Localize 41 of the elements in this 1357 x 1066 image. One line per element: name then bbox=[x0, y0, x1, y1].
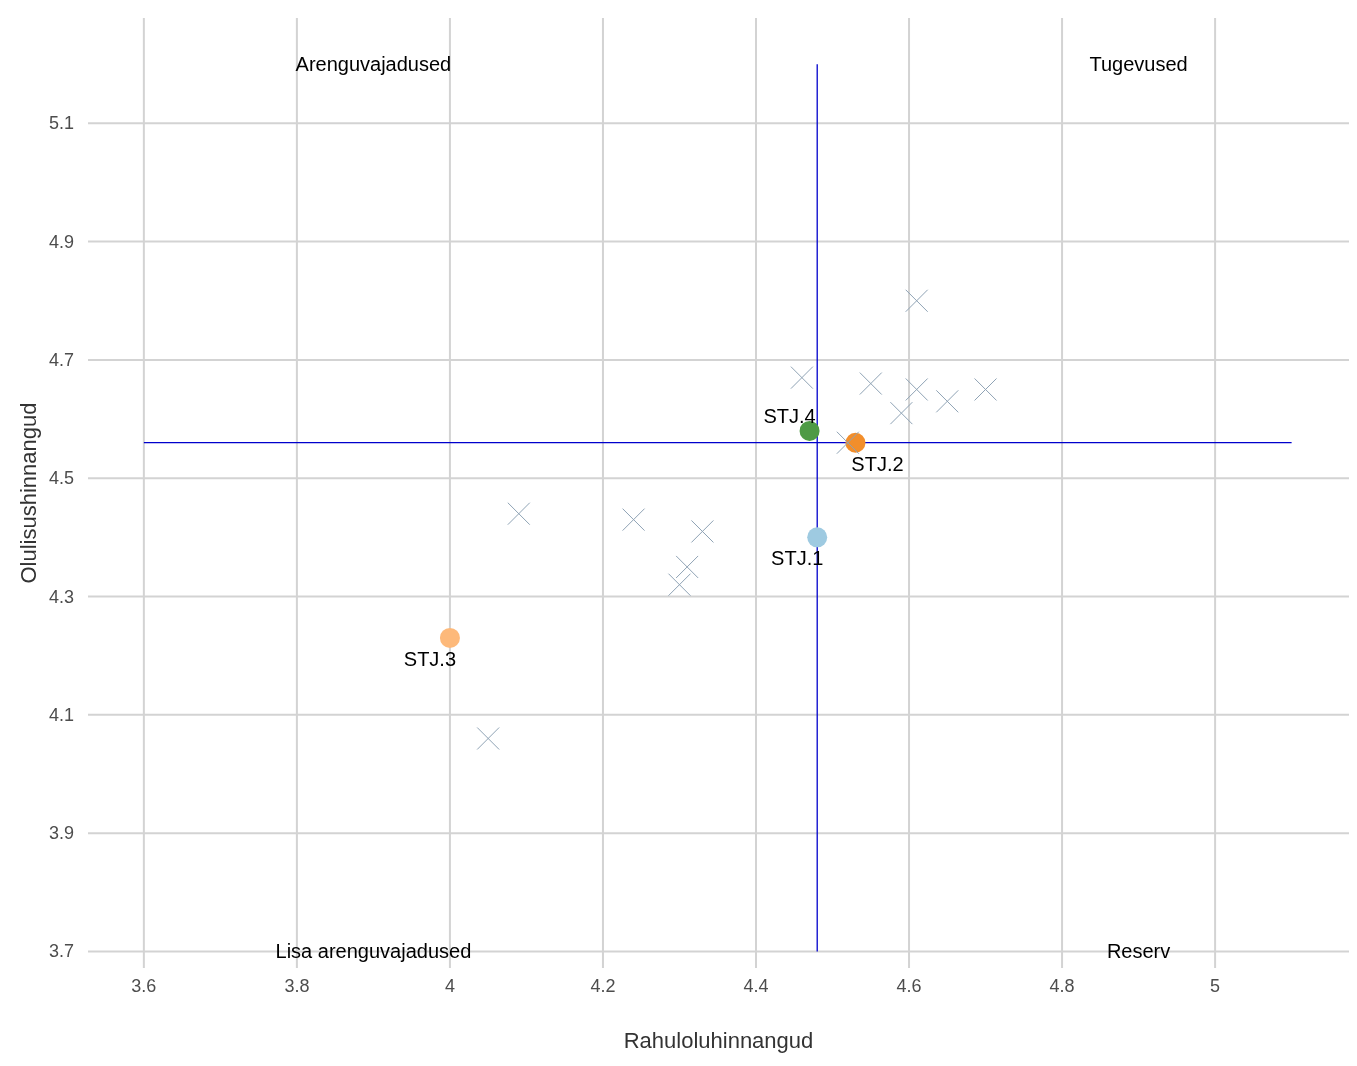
annotation: Tugevused bbox=[1089, 53, 1188, 76]
series-label: STJ.2 bbox=[851, 452, 904, 475]
series-label: STJ.3 bbox=[403, 647, 457, 670]
point bbox=[690, 519, 714, 543]
point bbox=[622, 508, 646, 532]
annotation: Arenguvajadused bbox=[295, 53, 452, 76]
point bbox=[675, 555, 699, 579]
x-tick-label: 3.6 bbox=[131, 976, 157, 996]
x-axis-title: Rahuloluhinnangud bbox=[623, 1028, 814, 1053]
y-tick-label: 4.7 bbox=[48, 349, 74, 370]
x-tick-label: 4.6 bbox=[896, 976, 922, 996]
point bbox=[905, 289, 929, 313]
x-tick-label: 4.8 bbox=[1049, 976, 1075, 996]
point bbox=[476, 726, 500, 750]
point bbox=[935, 389, 959, 413]
x-tick-label: 5 bbox=[1210, 976, 1221, 996]
point bbox=[974, 377, 998, 401]
point bbox=[807, 527, 828, 548]
point bbox=[889, 401, 913, 425]
x-tick-label: 3.8 bbox=[284, 976, 310, 996]
y-tick-label: 4.3 bbox=[48, 586, 74, 607]
y-tick-label: 5.1 bbox=[48, 113, 74, 134]
annotation: Lisa arenguvajadused bbox=[275, 940, 472, 963]
point bbox=[439, 627, 460, 648]
point bbox=[905, 377, 929, 401]
x-tick-label: 4.2 bbox=[590, 976, 616, 996]
y-tick-label: 4.5 bbox=[48, 468, 74, 489]
y-tick-label: 3.7 bbox=[48, 941, 74, 962]
point bbox=[790, 366, 814, 390]
x-tick-label: 4 bbox=[444, 976, 455, 996]
y-axis-title: Olulisushinnangud bbox=[16, 402, 41, 584]
y-tick-label: 3.9 bbox=[48, 823, 74, 844]
annotation: Reserv bbox=[1106, 940, 1171, 963]
point bbox=[507, 502, 531, 526]
point bbox=[859, 372, 883, 396]
series-label: STJ.4 bbox=[763, 404, 816, 427]
x-tick-label: 4.4 bbox=[743, 976, 769, 996]
y-tick-label: 4.1 bbox=[48, 704, 74, 725]
point bbox=[667, 573, 691, 597]
y-tick-label: 4.9 bbox=[48, 231, 74, 252]
point bbox=[836, 431, 860, 455]
